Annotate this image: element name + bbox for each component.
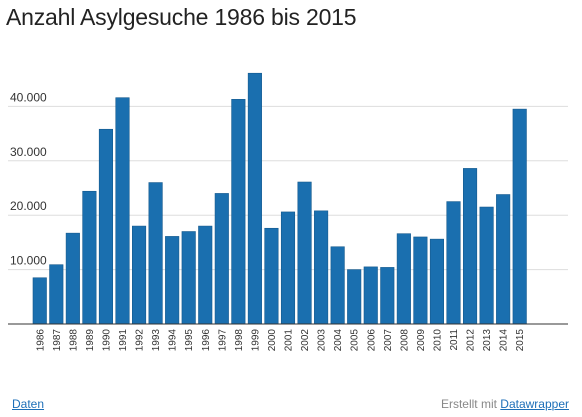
x-tick-label: 2008 (399, 329, 410, 352)
x-tick-label: 2011 (449, 329, 460, 351)
x-tick-label: 1999 (250, 329, 261, 352)
bar-1988 (65, 232, 80, 325)
bar-2003 (314, 210, 329, 325)
x-tick-label: 1997 (217, 329, 228, 352)
datawrapper-link[interactable]: Datawrapper (500, 397, 569, 411)
x-tick-label: 1989 (85, 329, 96, 352)
bar-2005 (347, 269, 362, 325)
x-tick-label: 2006 (366, 329, 377, 352)
x-tick-label: 2002 (300, 329, 311, 352)
x-tick-label: 2005 (350, 329, 361, 352)
x-tick-label: 2009 (416, 329, 427, 352)
bar-1999 (247, 72, 262, 325)
bar-1993 (148, 182, 163, 325)
bar-2015 (512, 108, 527, 325)
x-tick-label: 2012 (466, 329, 477, 352)
bar-2006 (363, 266, 378, 325)
bars (32, 72, 527, 325)
y-tick-label: 10.000 (10, 254, 47, 268)
bar-2002 (297, 181, 312, 325)
footer-credit: Erstellt mit Datawrapper (441, 397, 569, 411)
x-tick-label: 1990 (101, 329, 112, 352)
y-tick-label: 20.000 (10, 199, 47, 213)
bar-1998 (231, 99, 246, 325)
x-axis-ticks: 1986 1987 1988 1989 1990 1991 1992 1993 1994 1995… (35, 329, 526, 352)
bar-1986 (32, 277, 47, 325)
x-tick-label: 1994 (168, 329, 179, 352)
x-tick-label: 1998 (234, 329, 245, 352)
chart-title: Anzahl Asylgesuche 1986 bis 2015 (6, 4, 357, 30)
y-tick-label: 30.000 (10, 145, 47, 159)
x-tick-label: 1988 (68, 329, 79, 352)
x-tick-label: 1992 (135, 329, 146, 352)
x-tick-label: 1986 (35, 329, 46, 352)
credit-prefix: Erstellt mit (440, 397, 497, 411)
bar-1997 (214, 193, 229, 325)
bar-1996 (198, 225, 213, 325)
x-tick-label: 2000 (267, 329, 278, 352)
bar-2004 (330, 246, 345, 325)
bar-2010 (429, 238, 445, 325)
bar-2001 (280, 211, 296, 325)
x-tick-label: 2013 (482, 329, 493, 352)
data-link[interactable]: Daten (12, 397, 45, 411)
x-tick-label: 2001 (284, 329, 295, 352)
bar-2007 (380, 267, 395, 325)
x-tick-label: 2010 (432, 329, 443, 352)
x-tick-label: 2003 (317, 329, 328, 352)
bar-2012 (462, 168, 478, 325)
x-tick-label: 1987 (52, 329, 63, 352)
x-tick-label: 1995 (184, 329, 195, 352)
x-tick-label: 1991 (118, 329, 129, 352)
bar-1987 (49, 264, 64, 325)
footer-left: Daten (12, 397, 44, 411)
x-tick-label: 1996 (201, 329, 212, 352)
x-tick-label: 2004 (333, 329, 344, 352)
bar-2013 (479, 206, 494, 325)
bar-2011 (446, 201, 461, 325)
bar-2008 (396, 233, 411, 325)
bar-1990 (98, 128, 113, 325)
y-axis-ticks: 10.000 20.000 30.000 40.000 (10, 90, 47, 267)
x-tick-label: 2007 (383, 329, 394, 352)
bar-2014 (496, 194, 511, 325)
bar-1991 (115, 97, 130, 325)
x-tick-label: 2015 (515, 329, 526, 352)
bar-1989 (82, 190, 97, 325)
x-tick-label: 1993 (151, 329, 162, 352)
bar-1992 (132, 225, 147, 325)
bar-1994 (165, 236, 180, 325)
bar-2000 (264, 227, 279, 325)
x-tick-label: 2014 (499, 329, 510, 352)
bar-1995 (181, 231, 196, 325)
y-tick-label: 40.000 (10, 90, 47, 104)
bar-2009 (413, 236, 428, 325)
